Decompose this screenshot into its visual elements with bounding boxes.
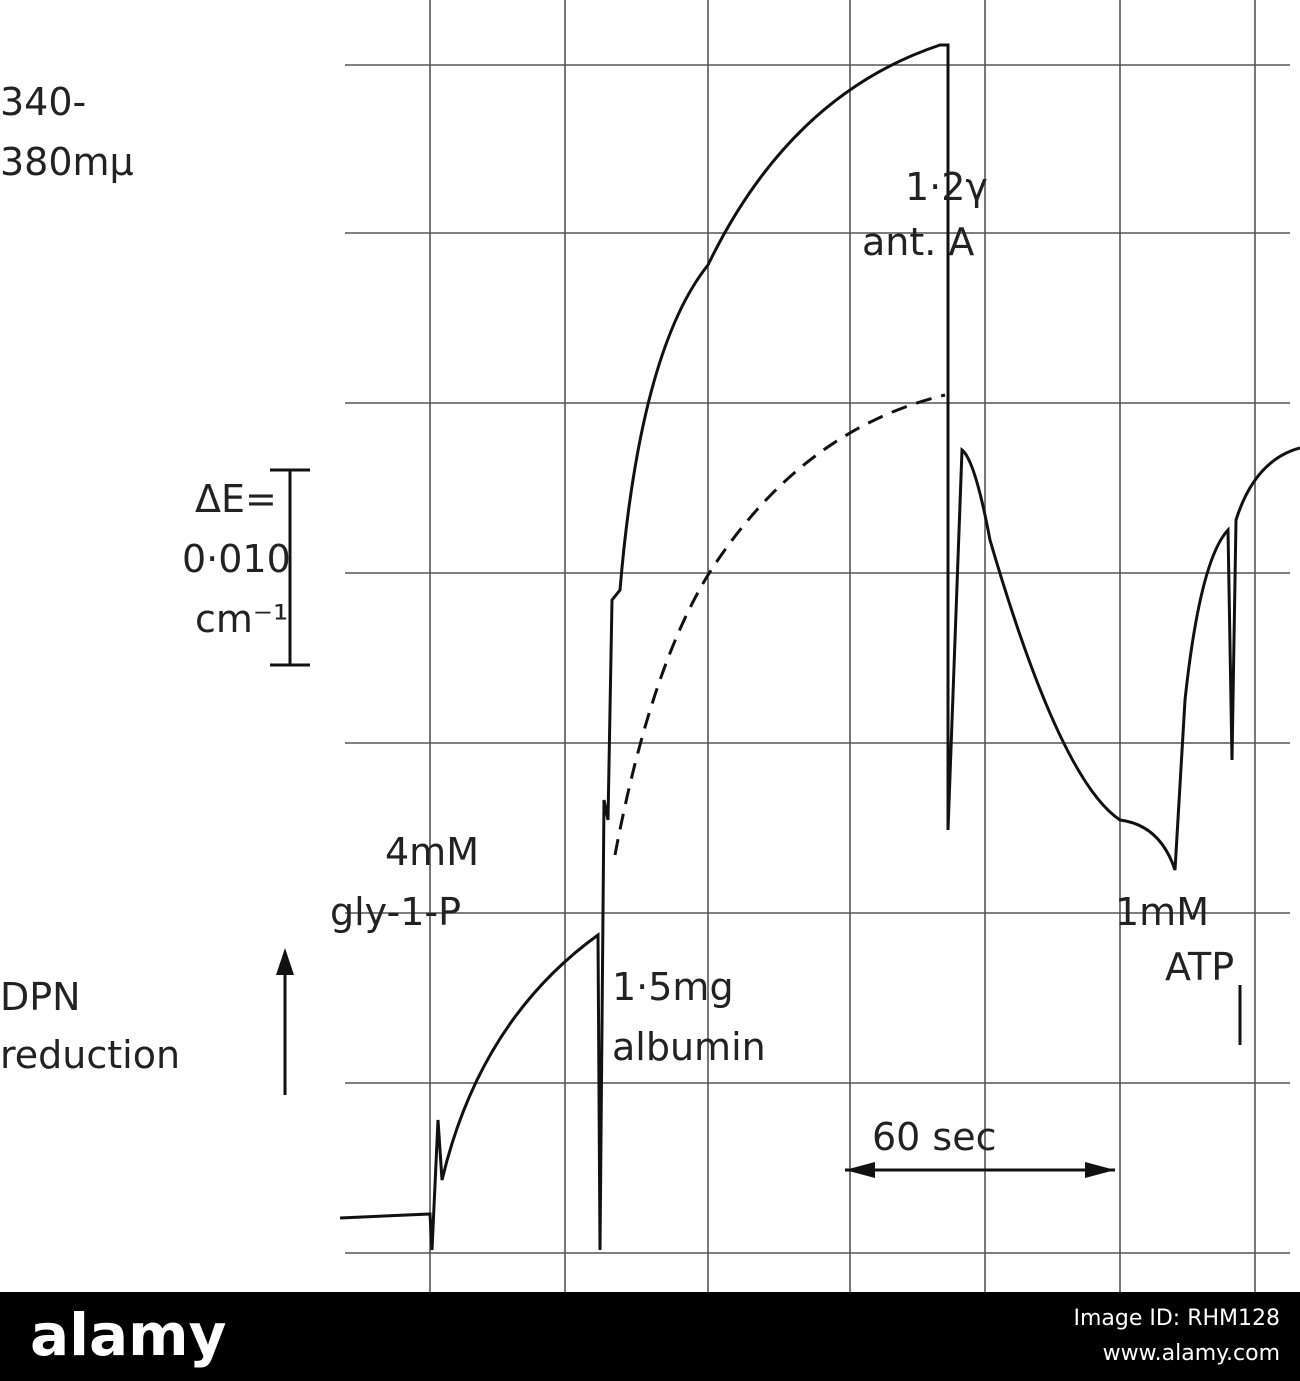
arrow-head (845, 1162, 875, 1178)
label: reduction (0, 1033, 180, 1077)
markers (270, 310, 1242, 1172)
background (0, 0, 1300, 1292)
arrow-head (1085, 1162, 1115, 1178)
trace (339, 43, 1300, 1251)
label: ΔE= (195, 477, 277, 521)
label: 60 sec (872, 1115, 997, 1159)
url: www.alamy.com (1103, 1341, 1280, 1366)
label: 1mM (1115, 890, 1209, 934)
label: gly-1-P (330, 890, 461, 934)
label: ATP (1165, 945, 1234, 989)
label: 4mM (385, 830, 479, 874)
brand: alamy (30, 1301, 226, 1369)
image-id: Image ID: RHM128 (1073, 1306, 1280, 1331)
dashed-trace (613, 393, 946, 856)
label: DPN (0, 975, 81, 1019)
label: 0·010 (182, 537, 291, 581)
label: albumin (612, 1025, 766, 1069)
label: 340- (0, 80, 86, 124)
label: cm⁻¹ (195, 597, 288, 641)
arrow-head (276, 948, 294, 975)
label: 1·5mg (612, 965, 734, 1009)
label: 380mμ (0, 140, 134, 184)
label: ant. A (862, 220, 974, 264)
label: 1·2γ (905, 165, 988, 209)
grid (345, 0, 1290, 1292)
footer (0, 1292, 1300, 1381)
